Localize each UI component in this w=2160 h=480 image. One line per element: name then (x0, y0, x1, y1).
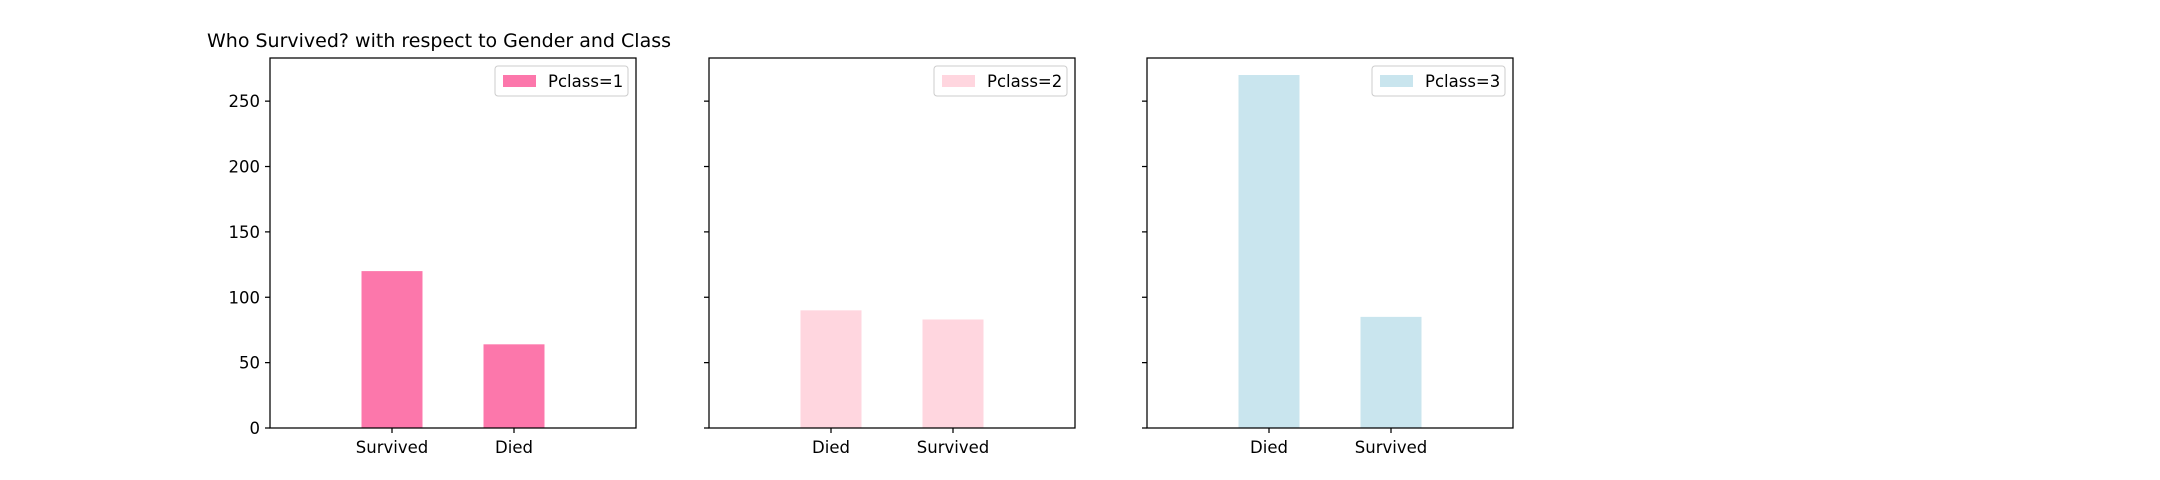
legend-swatch (1380, 75, 1413, 87)
bar-died (1238, 74, 1300, 429)
legend-box (933, 65, 1068, 97)
subplot-2: Died Survived Pclass=2 (704, 57, 1076, 457)
x-tick-label: Survived (1355, 438, 1427, 457)
axes-frame (708, 57, 1076, 429)
x-tick-label: Died (812, 438, 850, 457)
subplot-3: Died Survived Pclass=3 (1142, 57, 1514, 457)
y-tick-label: 250 (229, 92, 261, 111)
subplot-1: 0 50 100 150 200 250 Survived Died Pclass=1 (229, 57, 637, 457)
x-tick-label: Died (495, 438, 533, 457)
bar-survived (922, 319, 984, 428)
chart-title: Who Survived? with respect to Gender and… (207, 30, 671, 52)
legend-box (1371, 65, 1506, 97)
y-tick-label: 150 (229, 223, 261, 242)
subplot-group: 0 50 100 150 200 250 Survived Died Pclass=1 Died S… (229, 57, 1514, 457)
bar-died (800, 310, 862, 428)
legend-swatch (503, 75, 536, 87)
legend: Pclass=3 (1371, 65, 1506, 97)
y-tick-label: 200 (229, 158, 261, 177)
y-tick-label: 50 (239, 354, 260, 373)
x-tick-label: Died (1250, 438, 1288, 457)
y-tick-label: 0 (250, 419, 261, 438)
legend: Pclass=2 (933, 65, 1068, 97)
legend-label: Pclass=2 (987, 72, 1062, 91)
legend-swatch (942, 75, 975, 87)
x-tick-label: Survived (917, 438, 989, 457)
legend-label: Pclass=1 (548, 72, 623, 91)
bar-survived (361, 271, 423, 428)
bar-died (483, 344, 545, 428)
bar-survived (1360, 316, 1422, 428)
axes-frame (1146, 57, 1514, 429)
legend: Pclass=1 (494, 65, 629, 97)
x-tick-label: Survived (356, 438, 428, 457)
legend-box (494, 65, 629, 97)
legend-label: Pclass=3 (1425, 72, 1500, 91)
axes-frame (269, 57, 637, 429)
y-tick-label: 100 (229, 288, 261, 307)
